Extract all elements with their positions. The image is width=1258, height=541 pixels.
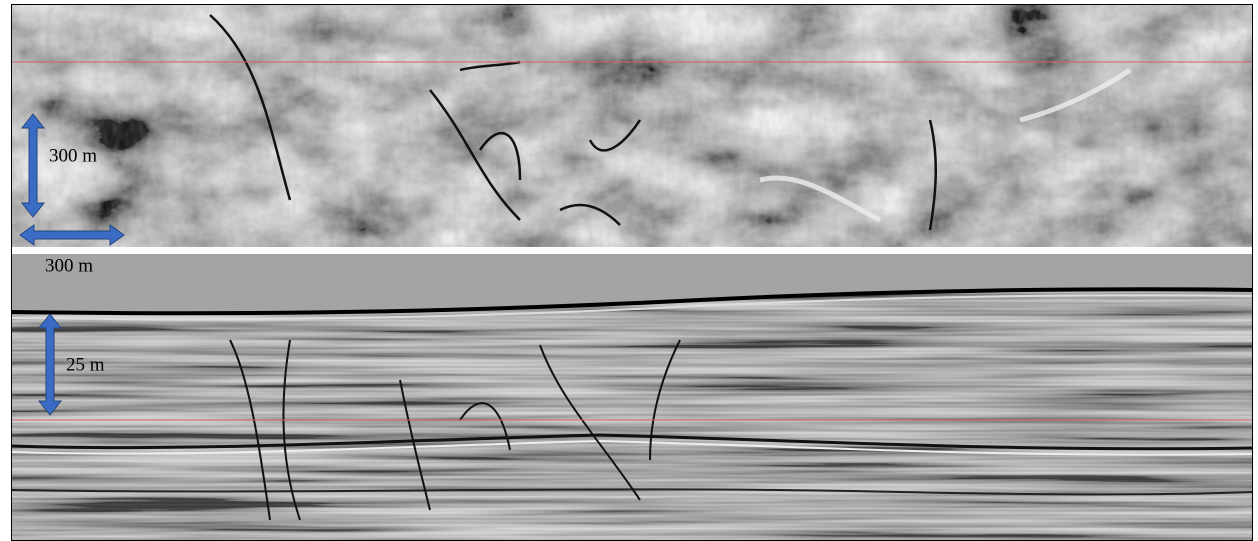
bottom-panel bbox=[12, 254, 1252, 541]
figure: 300 m 300 m 25 m bbox=[0, 0, 1258, 541]
panel-gap bbox=[12, 247, 1252, 254]
vertical-scale-label: 25 m bbox=[66, 354, 105, 375]
top-panel bbox=[12, 5, 1252, 247]
page: 300 m300 m25 m (() => { const data = JSO… bbox=[0, 0, 1258, 541]
horizontal-scale-label: 300 m bbox=[45, 255, 93, 276]
vertical-scale-label: 300 m bbox=[49, 145, 97, 166]
